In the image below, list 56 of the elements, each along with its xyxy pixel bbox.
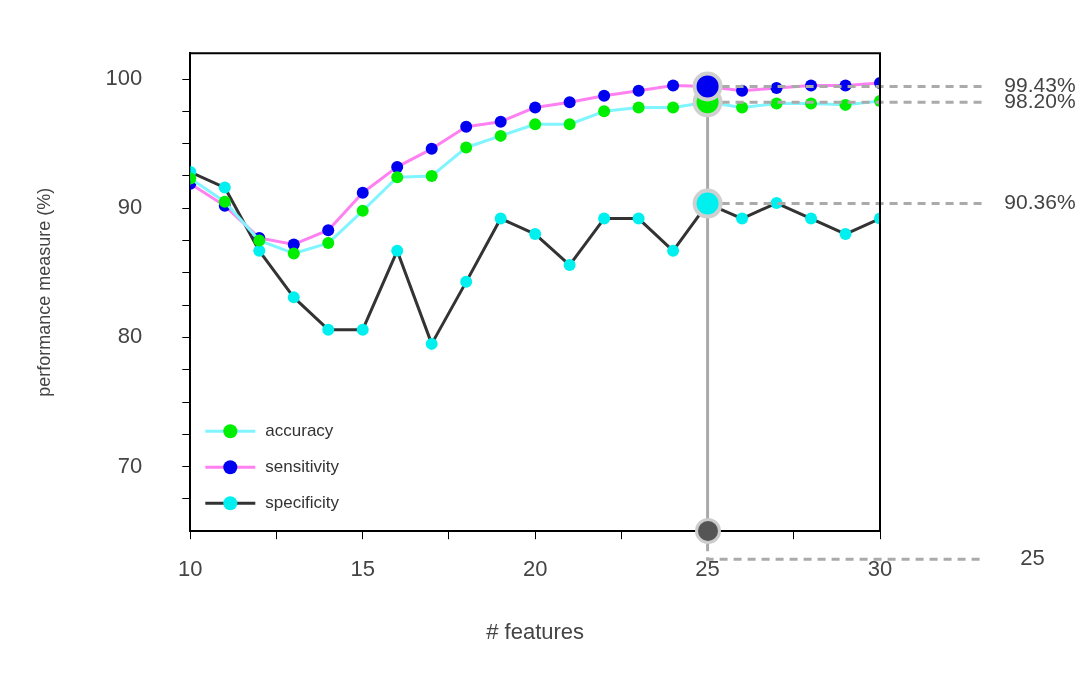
point bbox=[391, 244, 404, 257]
point bbox=[667, 101, 680, 114]
point bbox=[253, 244, 266, 257]
y-tick-label: 100 bbox=[105, 65, 143, 91]
point bbox=[322, 224, 335, 237]
x-tick-label: 30 bbox=[867, 556, 893, 582]
point bbox=[494, 115, 507, 128]
point bbox=[598, 212, 611, 225]
point bbox=[632, 212, 645, 225]
point bbox=[322, 323, 335, 336]
point bbox=[529, 118, 542, 131]
point bbox=[425, 337, 438, 350]
point bbox=[356, 204, 369, 217]
legend-label: accuracy bbox=[265, 420, 334, 440]
y-axis-title: performance measure (%) bbox=[33, 187, 54, 397]
legend-label: specificity bbox=[265, 492, 340, 512]
point bbox=[391, 171, 404, 184]
point bbox=[425, 142, 438, 155]
point bbox=[736, 212, 749, 225]
point bbox=[460, 275, 473, 288]
point bbox=[391, 160, 404, 173]
point bbox=[218, 181, 231, 194]
point bbox=[460, 141, 473, 154]
point bbox=[667, 244, 680, 257]
point bbox=[356, 323, 369, 336]
y-tick-label: 90 bbox=[117, 194, 143, 220]
point bbox=[563, 96, 576, 109]
x-tick-label: 10 bbox=[178, 556, 203, 582]
point bbox=[839, 228, 852, 241]
legend-label: sensitivity bbox=[265, 456, 340, 476]
point bbox=[218, 195, 231, 208]
point bbox=[632, 84, 645, 97]
point bbox=[356, 186, 369, 199]
text: 90.36% bbox=[1004, 190, 1076, 214]
point bbox=[494, 212, 507, 225]
point bbox=[287, 247, 300, 260]
point bbox=[632, 101, 645, 114]
x-tick-label: 15 bbox=[350, 556, 375, 582]
x-axis-title: # features bbox=[486, 618, 585, 644]
point bbox=[805, 212, 818, 225]
point bbox=[598, 105, 611, 118]
point bbox=[598, 89, 611, 102]
y-tick-label: 70 bbox=[117, 452, 143, 478]
x-tick-label: 20 bbox=[522, 556, 548, 582]
point bbox=[460, 120, 473, 133]
point bbox=[425, 169, 438, 182]
x-tick-label: 25 bbox=[695, 556, 720, 582]
point bbox=[494, 129, 507, 142]
point bbox=[563, 259, 576, 272]
point bbox=[563, 118, 576, 131]
point bbox=[529, 101, 542, 114]
point bbox=[322, 237, 335, 250]
point bbox=[667, 79, 680, 92]
y-tick-label: 80 bbox=[117, 323, 143, 349]
point bbox=[287, 291, 300, 304]
point bbox=[529, 228, 542, 241]
